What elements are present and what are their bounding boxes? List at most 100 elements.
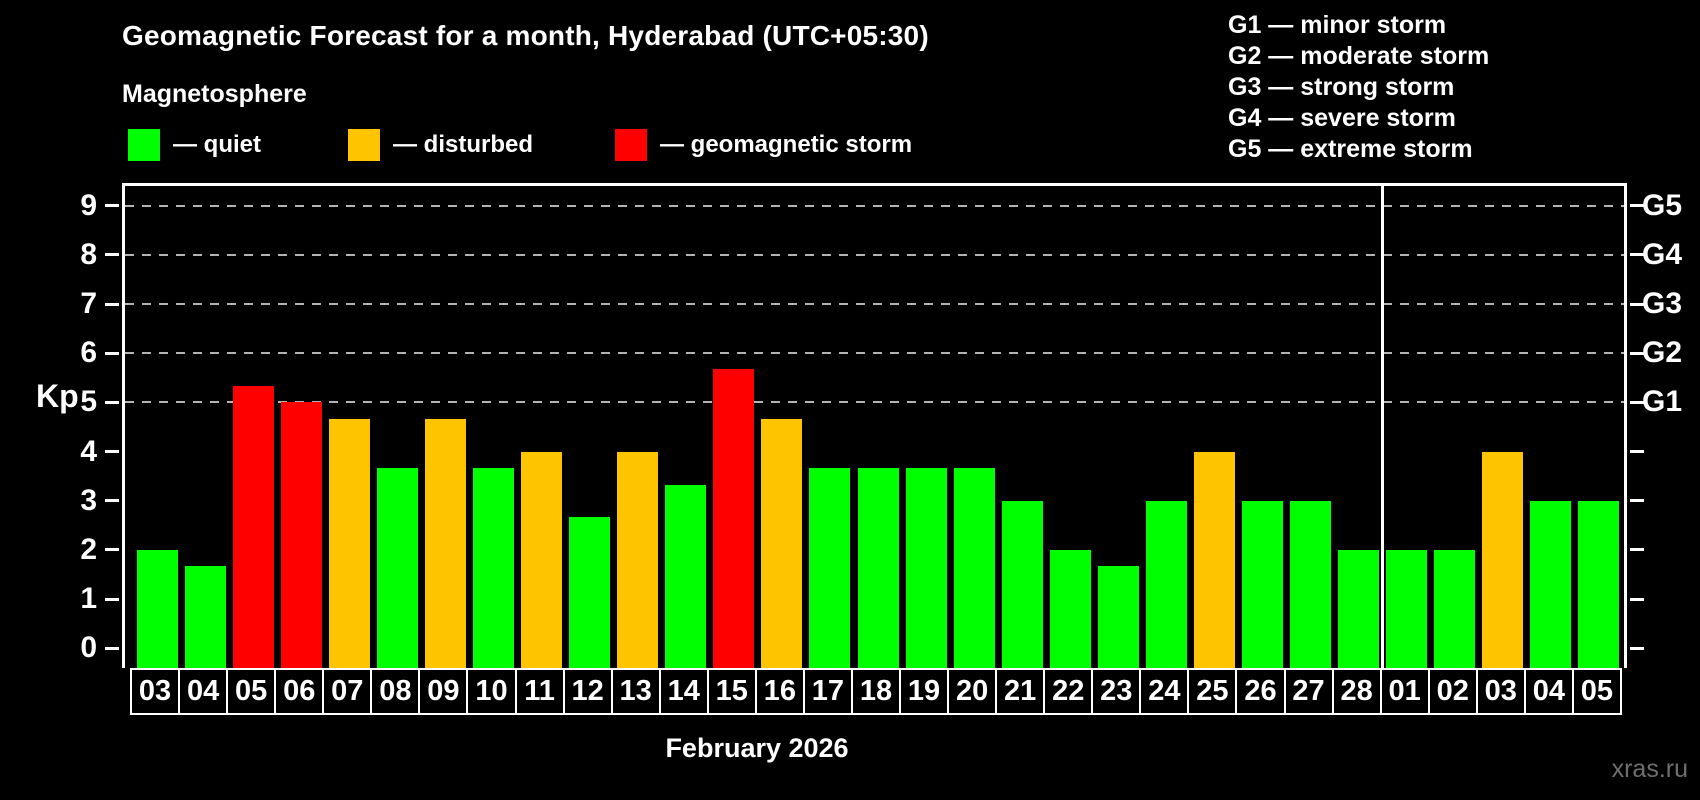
x-axis-title: February 2026 bbox=[665, 733, 849, 763]
y-tick-label-9: 9 bbox=[80, 188, 97, 222]
grid-line-kp7 bbox=[125, 303, 1624, 306]
y-axis-tick-left-3 bbox=[105, 499, 119, 503]
kp-bar-feb-03 bbox=[136, 549, 178, 668]
kp-bar-mar-01 bbox=[1386, 549, 1428, 668]
day-label-feb-21: 21 bbox=[995, 668, 1046, 715]
day-label-feb-11: 11 bbox=[514, 668, 565, 715]
day-label-feb-04: 04 bbox=[178, 668, 229, 715]
day-label-feb-03: 03 bbox=[130, 668, 181, 715]
legend-item-disturbed: — disturbed bbox=[348, 128, 533, 162]
day-label-mar-05: 05 bbox=[1571, 668, 1622, 715]
kp-bar-feb-07 bbox=[328, 418, 370, 668]
kp-bar-mar-05 bbox=[1578, 500, 1620, 668]
grid-line-kp5 bbox=[125, 401, 1624, 404]
x-axis-day-row: 03 04 05 06 07 08 09 10 11 12 13 14 15 16 17 18 19 20 21 22… bbox=[130, 668, 1622, 715]
y-axis-tick-left-1 bbox=[105, 597, 119, 601]
disturbed-color-swatch bbox=[348, 129, 380, 161]
day-label-feb-14: 14 bbox=[658, 668, 709, 715]
g-legend-line-g3: G3 — strong storm bbox=[1228, 73, 1455, 101]
y-axis-tick-right-4 bbox=[1630, 450, 1644, 454]
kp-bar-mar-02 bbox=[1434, 549, 1476, 668]
kp-bar-feb-06 bbox=[280, 402, 322, 668]
day-label-feb-20: 20 bbox=[947, 668, 998, 715]
y-tick-label-6: 6 bbox=[80, 336, 97, 370]
y-axis-tick-left-2 bbox=[105, 548, 119, 552]
day-label-feb-27: 27 bbox=[1283, 668, 1334, 715]
day-label-mar-02: 02 bbox=[1427, 668, 1478, 715]
day-label-mar-04: 04 bbox=[1523, 668, 1574, 715]
day-label-feb-15: 15 bbox=[706, 668, 757, 715]
day-label-feb-07: 07 bbox=[322, 668, 373, 715]
y-tick-label-7: 7 bbox=[80, 287, 97, 321]
kp-bar-feb-10 bbox=[472, 467, 514, 668]
grid-line-kp9 bbox=[125, 204, 1624, 207]
y-tick-label-4: 4 bbox=[80, 434, 97, 468]
y-tick-label-2: 2 bbox=[80, 532, 97, 566]
legend-label-disturbed: — disturbed bbox=[393, 131, 534, 158]
day-label-feb-22: 22 bbox=[1043, 668, 1094, 715]
g-scale-legend: G1 — minor storm G2 — moderate storm G3 … bbox=[1228, 10, 1489, 165]
kp-bar-feb-17 bbox=[809, 467, 851, 668]
g-legend-line-g1: G1 — minor storm bbox=[1228, 11, 1447, 39]
kp-bar-feb-04 bbox=[184, 566, 226, 668]
g-legend-line-g5: G5 — extreme storm bbox=[1228, 135, 1473, 163]
g-legend-line-g4: G4 — severe storm bbox=[1228, 104, 1456, 132]
grid-line-kp6 bbox=[125, 352, 1624, 355]
g-axis-label-g4: G4 bbox=[1642, 237, 1683, 271]
kp-bar-feb-19 bbox=[905, 467, 947, 668]
kp-bar-feb-12 bbox=[569, 517, 611, 668]
day-label-feb-25: 25 bbox=[1187, 668, 1238, 715]
day-label-feb-05: 05 bbox=[226, 668, 277, 715]
plot-area: 0 1 2 3 4 5 6 7 8 9 G1 G2 G3 G4 G5 bbox=[80, 183, 1682, 668]
y-axis-tick-left-4 bbox=[105, 450, 119, 454]
y-tick-label-0: 0 bbox=[80, 631, 97, 665]
day-label-mar-03: 03 bbox=[1475, 668, 1526, 715]
y-axis-tick-right-7 bbox=[1630, 302, 1644, 306]
day-label-feb-18: 18 bbox=[850, 668, 901, 715]
day-label-feb-16: 16 bbox=[754, 668, 805, 715]
y-axis-tick-right-6 bbox=[1630, 351, 1644, 355]
day-label-feb-26: 26 bbox=[1235, 668, 1286, 715]
y-axis-tick-right-9 bbox=[1630, 204, 1644, 208]
day-label-feb-24: 24 bbox=[1139, 668, 1190, 715]
g-axis-label-g5: G5 bbox=[1642, 188, 1683, 222]
day-label-feb-06: 06 bbox=[274, 668, 325, 715]
y-tick-label-1: 1 bbox=[80, 582, 97, 616]
kp-bar-feb-16 bbox=[761, 418, 803, 668]
day-label-feb-10: 10 bbox=[466, 668, 517, 715]
day-label-mar-01: 01 bbox=[1379, 668, 1430, 715]
legend-label-quiet: — quiet bbox=[173, 131, 261, 158]
kp-bar-mar-04 bbox=[1530, 500, 1572, 668]
kp-bar-feb-22 bbox=[1049, 549, 1091, 668]
day-label-feb-09: 09 bbox=[418, 668, 469, 715]
plot-inner: 0 1 2 3 4 5 6 7 8 9 G1 G2 G3 G4 G5 bbox=[80, 186, 1682, 668]
y-axis-tick-left-9 bbox=[105, 204, 119, 208]
g-axis-label-g3: G3 bbox=[1642, 287, 1683, 321]
day-label-feb-23: 23 bbox=[1091, 668, 1142, 715]
kp-bar-feb-26 bbox=[1242, 500, 1284, 668]
kp-bar-feb-23 bbox=[1097, 566, 1139, 668]
kp-bar-feb-20 bbox=[953, 467, 995, 668]
y-tick-label-3: 3 bbox=[80, 483, 97, 517]
kp-bar-feb-24 bbox=[1145, 500, 1187, 668]
day-label-feb-19: 19 bbox=[899, 668, 950, 715]
kp-bar-feb-05 bbox=[232, 386, 274, 668]
day-label-feb-12: 12 bbox=[562, 668, 613, 715]
magnetosphere-subtitle: Magnetosphere bbox=[122, 80, 307, 108]
chart-title: Geomagnetic Forecast for a month, Hydera… bbox=[122, 20, 929, 51]
day-label-feb-28: 28 bbox=[1331, 668, 1382, 715]
y-axis-tick-right-1 bbox=[1630, 597, 1644, 601]
y-axis-tick-left-7 bbox=[105, 302, 119, 306]
kp-bar-mar-03 bbox=[1482, 451, 1524, 668]
legend-item-storm: — geomagnetic storm bbox=[615, 128, 912, 162]
g-axis-label-g1: G1 bbox=[1642, 385, 1683, 419]
g-legend-line-g2: G2 — moderate storm bbox=[1228, 42, 1490, 70]
storm-color-swatch bbox=[615, 129, 647, 161]
kp-bar-feb-18 bbox=[857, 467, 899, 668]
y-axis-tick-left-0 bbox=[105, 646, 119, 650]
y-tick-label-5: 5 bbox=[80, 385, 97, 419]
y-tick-label-8: 8 bbox=[80, 237, 97, 271]
kp-bar-feb-14 bbox=[665, 484, 707, 668]
y-axis-tick-right-0 bbox=[1630, 646, 1644, 650]
